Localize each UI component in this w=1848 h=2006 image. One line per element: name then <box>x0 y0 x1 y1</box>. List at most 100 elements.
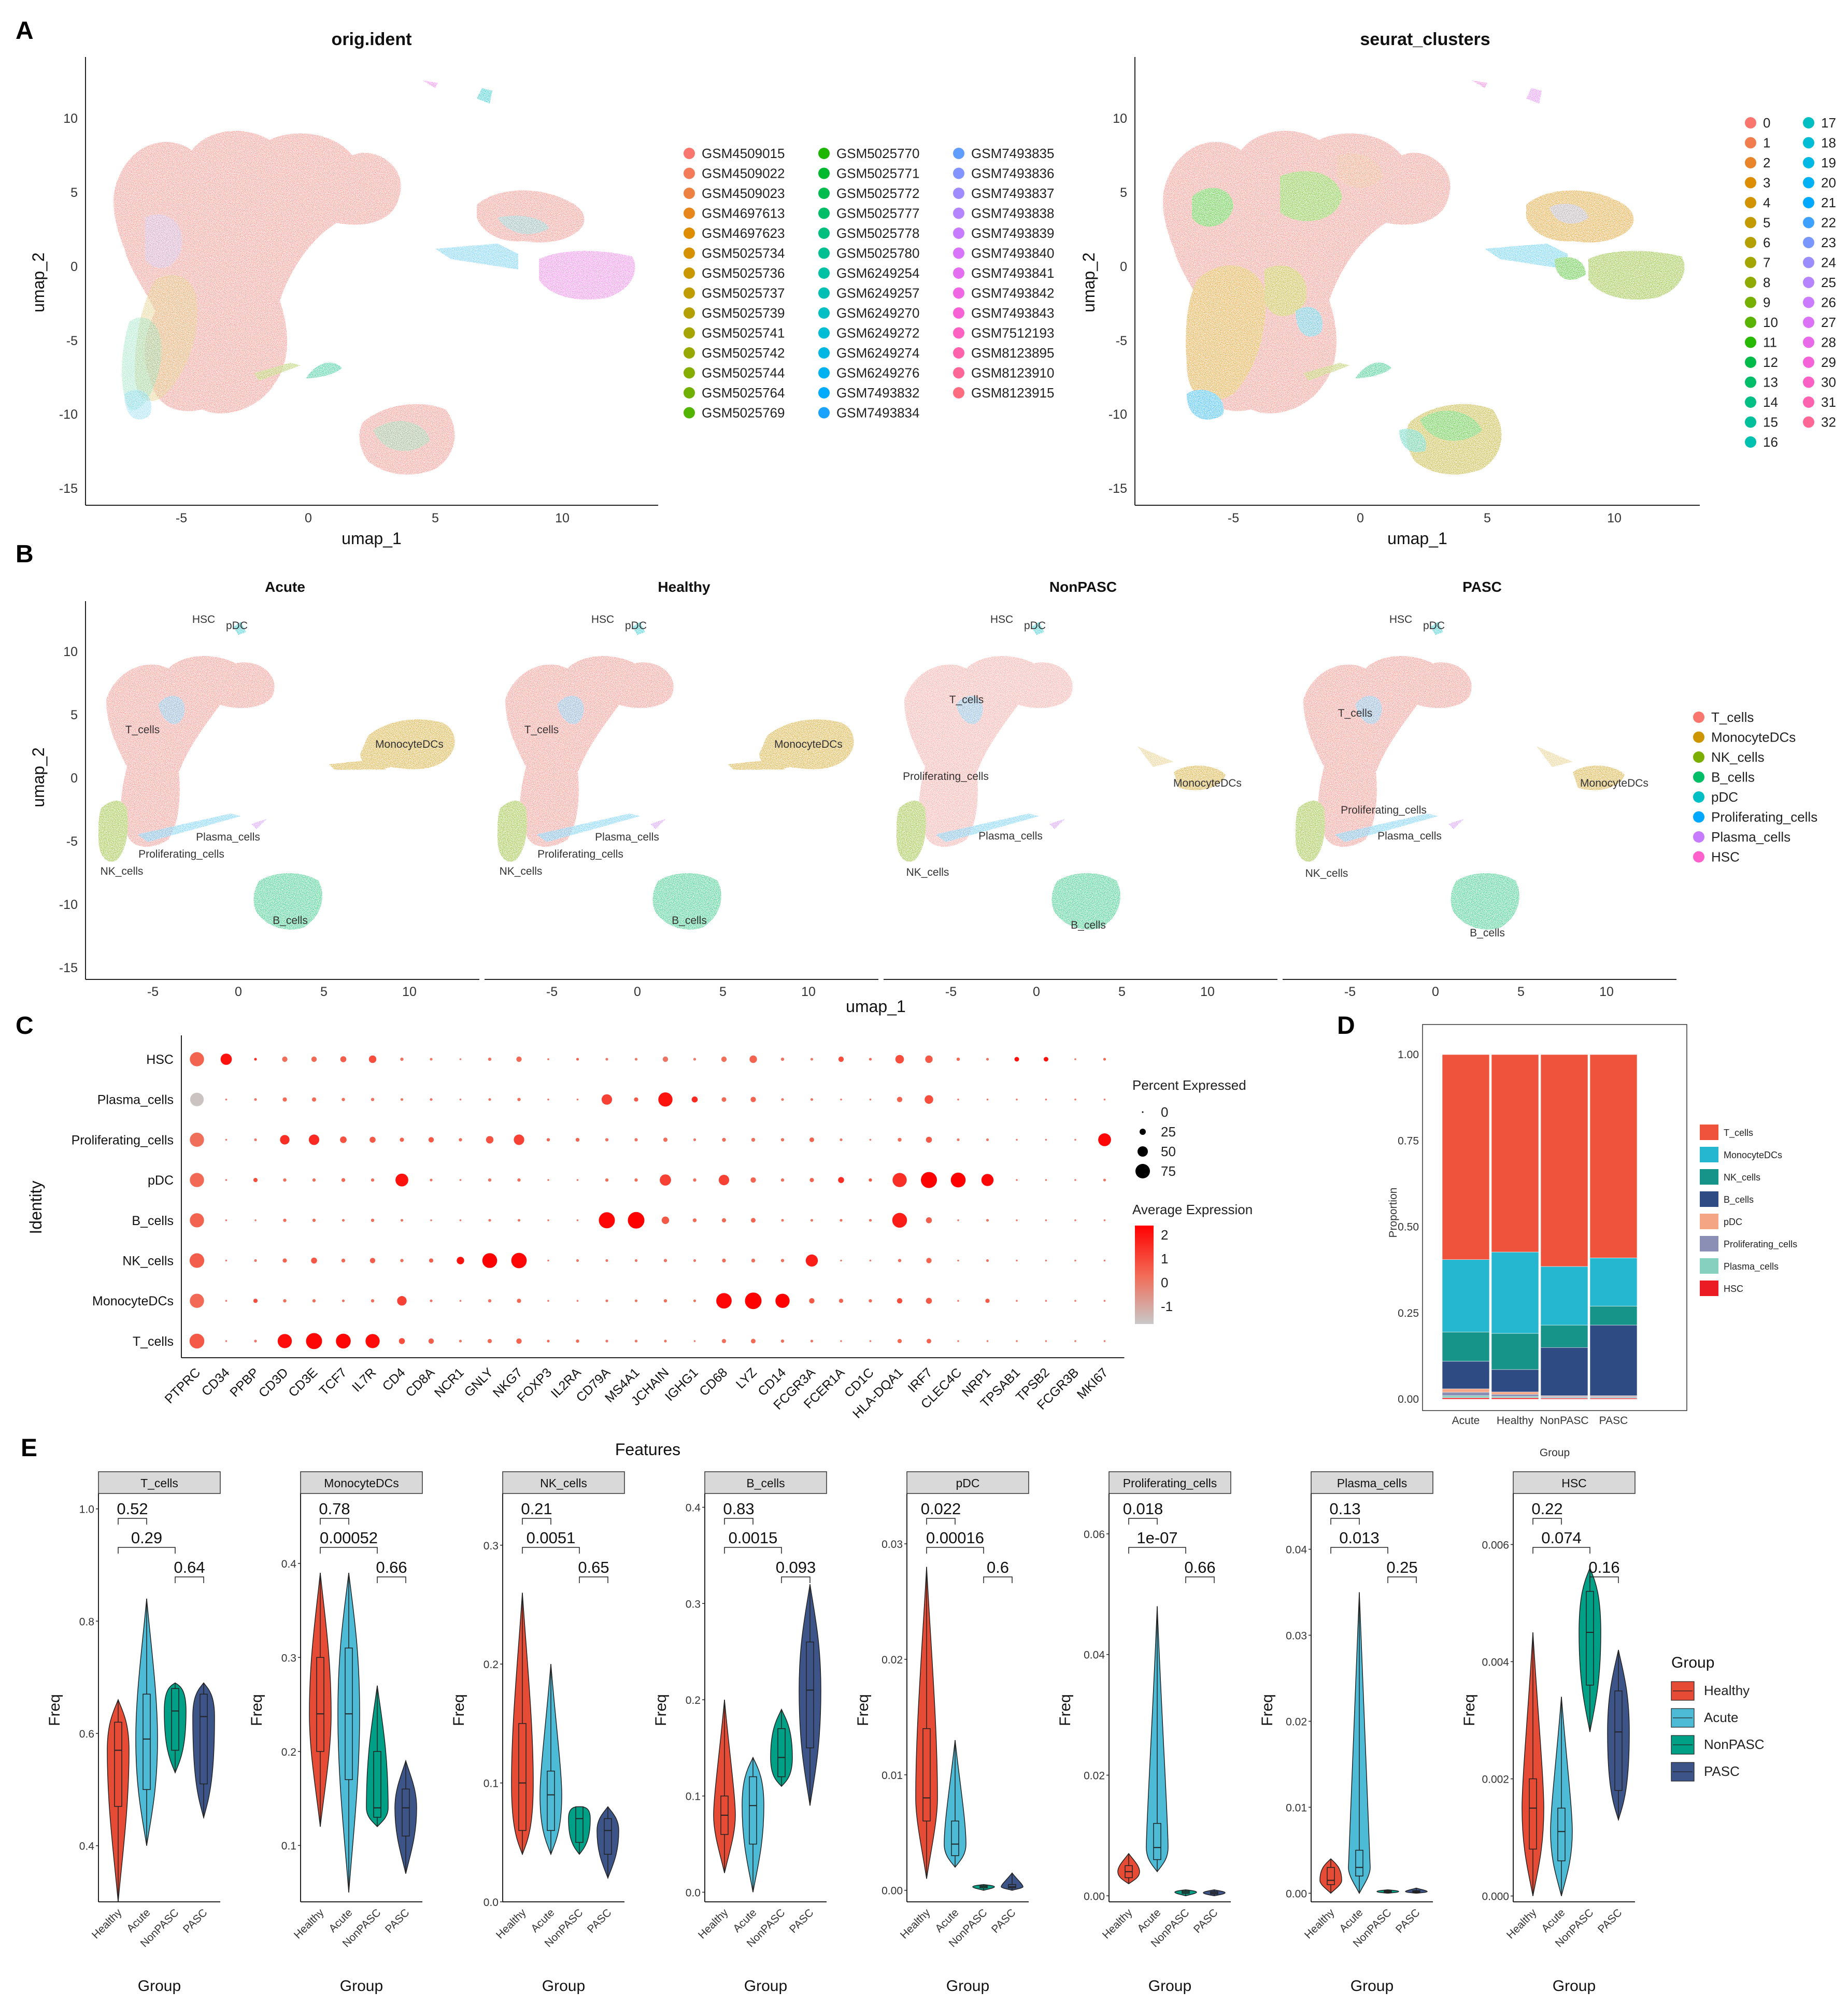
legend-swatch <box>1803 296 1814 308</box>
cluster-label: MonocyteDCs <box>375 738 444 750</box>
cluster-label: T_cells <box>524 724 559 736</box>
p-value: 0.22 <box>1531 1500 1562 1518</box>
legend-label: GSM7493832 <box>836 385 919 401</box>
x-tick: 0 <box>1357 511 1364 525</box>
panel-c-size-legend: Percent Expressed 0 25 50 75 <box>1132 1077 1246 1179</box>
legend-label: GSM5025739 <box>702 305 785 321</box>
y-tick: 0.75 <box>1398 1135 1419 1147</box>
significance-bracket <box>926 1547 984 1554</box>
y-tick: 10 <box>1113 111 1127 126</box>
panel-a-right-title: seurat_clusters <box>1360 30 1490 49</box>
cluster-label: pDC <box>1024 620 1046 632</box>
dotplot-dot <box>605 1259 608 1262</box>
dotplot-dot <box>751 1258 756 1263</box>
legend-label: 18 <box>1821 135 1836 151</box>
stacked-bar-segment <box>1491 1251 1539 1334</box>
facet-title: Proliferating_cells <box>1123 1476 1217 1490</box>
dotplot-dot <box>605 1178 609 1182</box>
dotplot-dot <box>781 1219 784 1222</box>
cluster-plasma-cells <box>1448 819 1464 829</box>
legend-swatch <box>953 247 964 259</box>
dotplot-dot <box>605 1058 608 1061</box>
dotplot-feature-label: IL7R <box>349 1365 379 1395</box>
facet-strip <box>906 1471 1029 1494</box>
significance-bracket <box>175 1576 204 1583</box>
panel-label-c: C <box>16 1012 34 1040</box>
box <box>922 1728 931 1822</box>
x-tick: Healthy <box>1504 1907 1539 1941</box>
x-axis-label: Group <box>138 1977 181 1995</box>
panel-b-legend: T_cells MonocyteDCs NK_cells B_cells pDC Prol… <box>1693 709 1817 865</box>
legend-swatch <box>1803 157 1814 168</box>
x-ticks: -5 0 5 10 <box>176 511 570 525</box>
cluster-plasma-cells <box>251 819 267 829</box>
significance-bracket <box>1128 1547 1186 1554</box>
y-tick: 0.3 <box>686 1598 701 1610</box>
umap-point-cloud <box>1296 622 1625 930</box>
legend-swatch <box>684 287 695 299</box>
dotplot-dot <box>365 1334 380 1348</box>
legend-swatch <box>1693 851 1704 863</box>
legend-swatch <box>1745 317 1756 328</box>
dotplot-dot <box>810 1340 814 1343</box>
x-tick: Healthy <box>1100 1907 1135 1941</box>
legend-label: 5 <box>1763 215 1770 231</box>
dotplot-dot <box>663 1299 667 1303</box>
legend-label: 15 <box>1763 415 1778 430</box>
legend-swatch <box>1745 277 1756 288</box>
dotplot-dot <box>898 1259 902 1262</box>
dotplot-dot <box>277 1334 292 1348</box>
stacked-bar-segment <box>1442 1398 1490 1400</box>
stacked-bar-segment <box>1442 1396 1490 1398</box>
box <box>402 1788 410 1837</box>
legend-label: GSM5025772 <box>836 186 919 201</box>
p-value: 0.78 <box>319 1500 350 1518</box>
cluster-nk-cells <box>1296 801 1325 862</box>
dotplot-row-label: Plasma_cells <box>97 1093 174 1107</box>
dotplot-dot <box>190 1213 204 1228</box>
x-tick: Healthy <box>90 1907 124 1941</box>
x-tick: -5 <box>1344 985 1356 999</box>
x-tick: -5 <box>147 985 159 999</box>
dotplot-dot <box>721 1097 727 1102</box>
p-value: 0.29 <box>131 1529 162 1547</box>
p-value: 0.093 <box>776 1558 816 1576</box>
dotplot-dot <box>1045 1340 1047 1342</box>
panel-label-d: D <box>1337 1012 1355 1040</box>
significance-bracket <box>522 1547 580 1554</box>
violin-facet: Plasma_cells 0.00 0.01 0.02 0.03 0.04 Freq Grou… <box>1259 1471 1433 1995</box>
dotplot-row-label: B_cells <box>132 1214 174 1228</box>
p-value: 0.83 <box>723 1500 754 1518</box>
facet-strip <box>502 1471 625 1494</box>
legend-label: GSM4697613 <box>702 206 785 221</box>
dotplot-dot <box>225 1300 228 1302</box>
dotplot-dot <box>599 1212 615 1229</box>
dotplot-dot <box>1074 1139 1076 1141</box>
stacked-bar-segment <box>1442 1388 1490 1393</box>
dotplot-dot <box>1103 1219 1106 1221</box>
dotplot-dot <box>1103 1098 1106 1101</box>
dotplot-dot <box>1074 1179 1076 1181</box>
legend-swatch <box>1693 791 1704 803</box>
y-tick: 0.0 <box>484 1897 499 1909</box>
dotplot-dot <box>751 1339 756 1344</box>
dotplot-dot <box>547 1340 550 1343</box>
dotplot-dot <box>892 1213 907 1228</box>
legend-swatch <box>1745 336 1756 348</box>
cluster-proliferating-cells <box>1355 695 1382 724</box>
facet-title: NK_cells <box>540 1476 587 1490</box>
dotplot-dot <box>986 1259 989 1262</box>
panel-b-y-ticks: 10 5 0 -5 -10 -15 <box>59 645 78 975</box>
y-tick: 0.00 <box>1398 1393 1419 1405</box>
violin-facet: Proliferating_cells 0.00 0.02 0.04 0.06 Freq G… <box>1057 1471 1231 1995</box>
legend-label: GSM7493839 <box>971 225 1054 241</box>
dotplot-dot <box>190 1092 204 1106</box>
dotplot-dot <box>869 1259 872 1262</box>
significance-bracket <box>1185 1576 1215 1583</box>
dotplot-feature-label: CD8A <box>403 1365 437 1400</box>
cluster-label: MonocyteDCs <box>1580 777 1648 789</box>
legend-label: GSM7493843 <box>971 305 1054 321</box>
x-tick: PASC <box>1191 1907 1220 1936</box>
cluster-label: HSC <box>591 614 614 625</box>
